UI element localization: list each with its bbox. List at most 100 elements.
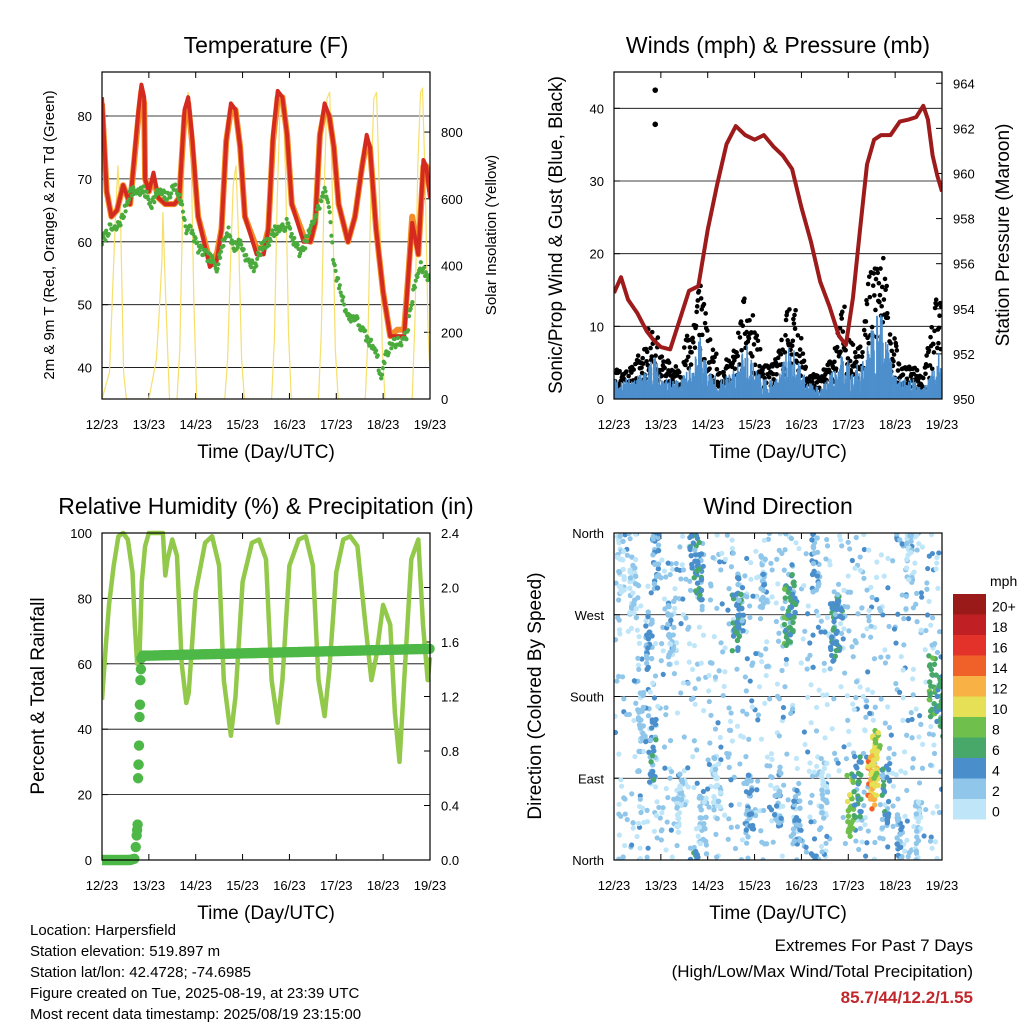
- direction-point: [904, 732, 910, 738]
- direction-point: [660, 805, 666, 811]
- direction-point: [667, 649, 674, 655]
- gust-point: [649, 354, 654, 359]
- direction-point: [663, 785, 669, 792]
- dewpoint-point: [420, 270, 425, 275]
- direction-point: [775, 638, 782, 644]
- gust-point: [801, 358, 807, 364]
- direction-point: [700, 788, 707, 795]
- gust-point: [751, 342, 757, 347]
- direction-point: [674, 660, 680, 666]
- x-tick-label: 14/23: [179, 878, 212, 893]
- direction-point: [694, 580, 701, 586]
- direction-point: [914, 547, 920, 553]
- direction-point: [929, 845, 935, 851]
- legend-label: 0: [992, 804, 1000, 820]
- direction-point: [711, 793, 717, 800]
- direction-point: [928, 683, 934, 689]
- direction-point: [640, 692, 646, 699]
- direction-point: [748, 560, 754, 566]
- gust-point: [687, 345, 693, 350]
- direction-point: [677, 771, 683, 777]
- gust-point: [871, 271, 877, 276]
- direction-point: [614, 713, 618, 719]
- gust-point: [885, 315, 891, 320]
- gust-point: [938, 346, 942, 352]
- direction-point: [853, 679, 860, 685]
- direction-point: [744, 656, 750, 662]
- y-tick-label: 10: [590, 319, 604, 334]
- direction-point: [756, 684, 763, 690]
- x-tick-label: 12/23: [86, 878, 119, 893]
- direction-point: [788, 710, 794, 717]
- direction-point: [685, 626, 691, 632]
- direction-point: [803, 551, 809, 557]
- direction-point: [774, 556, 780, 562]
- direction-point: [813, 728, 820, 734]
- gust-point: [683, 362, 688, 368]
- direction-point: [714, 854, 720, 860]
- direction-point: [714, 605, 720, 611]
- direction-point: [928, 723, 934, 730]
- direction-point: [655, 565, 662, 572]
- direction-point: [864, 840, 870, 846]
- direction-point: [739, 584, 746, 591]
- direction-point: [801, 583, 807, 589]
- direction-point: [671, 598, 677, 605]
- plot-area: [614, 533, 942, 860]
- dewpoint-point: [182, 217, 187, 223]
- direction-point: [834, 606, 840, 612]
- direction-point: [749, 704, 755, 710]
- direction-point: [692, 547, 698, 553]
- direction-point: [633, 700, 639, 706]
- direction-point: [882, 812, 888, 818]
- direction-point: [722, 645, 728, 651]
- dewpoint-point: [330, 240, 335, 245]
- direction-point: [634, 627, 640, 633]
- direction-point: [637, 855, 643, 860]
- direction-point: [818, 629, 824, 635]
- direction-point: [899, 541, 905, 547]
- direction-point: [643, 623, 649, 629]
- direction-point: [616, 832, 622, 838]
- direction-point: [792, 794, 799, 800]
- direction-point: [852, 565, 858, 571]
- precip-point: [131, 830, 142, 841]
- direction-point: [809, 537, 815, 543]
- direction-point: [721, 683, 727, 690]
- direction-point: [687, 578, 693, 584]
- direction-point: [928, 533, 935, 538]
- x-tick-label: 17/23: [320, 417, 353, 432]
- direction-point: [635, 717, 642, 723]
- direction-point: [720, 692, 726, 699]
- direction-point: [898, 768, 904, 774]
- direction-point: [913, 706, 919, 712]
- direction-point: [929, 615, 936, 621]
- direction-point: [635, 662, 642, 668]
- direction-point: [885, 555, 891, 561]
- direction-point: [915, 838, 922, 844]
- direction-point: [647, 689, 653, 695]
- gust-point: [884, 310, 890, 316]
- y-right-tick-label: 0.4: [441, 799, 459, 814]
- direction-point: [934, 693, 940, 700]
- direction-point: [685, 765, 691, 771]
- direction-point: [616, 856, 622, 860]
- direction-point: [698, 597, 704, 603]
- x-axis-label: Time (Day/UTC): [197, 442, 335, 463]
- direction-point: [772, 785, 778, 792]
- direction-point: [744, 840, 750, 846]
- direction-point: [692, 551, 699, 558]
- dewpoint-point: [153, 194, 158, 199]
- direction-point: [931, 742, 937, 748]
- legend-swatch: [953, 799, 986, 820]
- direction-point: [916, 780, 923, 786]
- gust-point: [757, 346, 763, 352]
- direction-point: [885, 654, 891, 660]
- direction-point: [624, 816, 630, 823]
- dewpoint-point: [289, 231, 294, 237]
- direction-point: [823, 840, 829, 846]
- direction-point: [814, 535, 820, 541]
- direction-point: [919, 544, 926, 550]
- direction-point: [660, 671, 666, 678]
- dewpoint-point: [199, 244, 204, 250]
